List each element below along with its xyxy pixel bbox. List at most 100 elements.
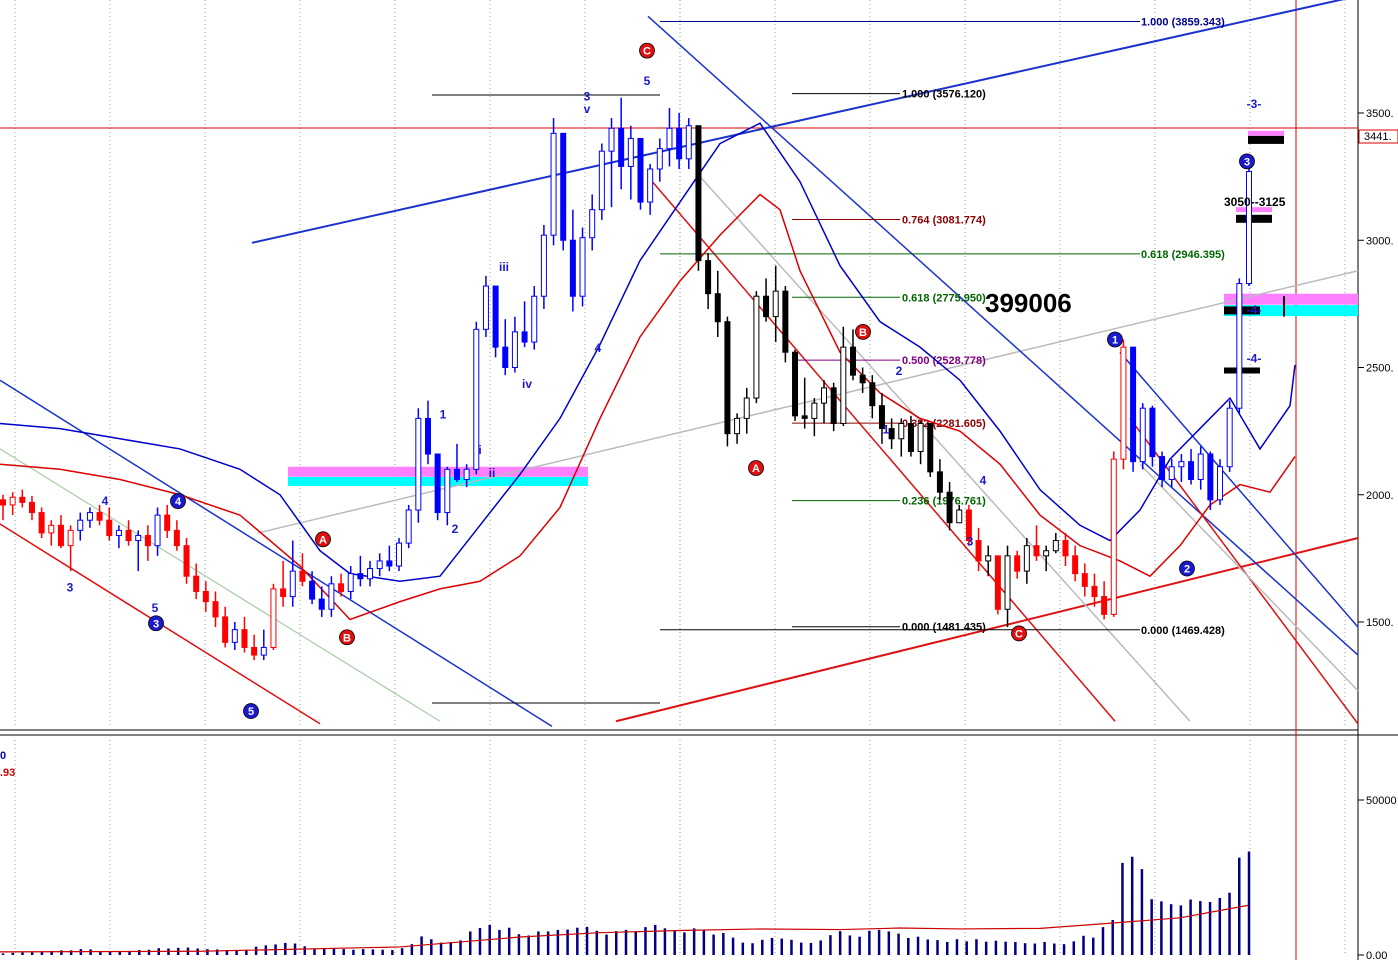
- candle: [1178, 454, 1185, 483]
- candle: [222, 606, 229, 648]
- candle: [231, 622, 238, 650]
- candle-body: [956, 509, 963, 524]
- wave-circle-text: B: [343, 632, 351, 644]
- candle-body: [96, 512, 103, 521]
- target-bar-black: [1248, 135, 1284, 144]
- candle: [125, 520, 132, 546]
- candle: [386, 545, 393, 572]
- candle: [444, 466, 451, 526]
- wave-label: -4-: [1247, 303, 1262, 317]
- candle-body: [415, 417, 422, 511]
- candle-body: [9, 496, 16, 506]
- candle-body: [705, 260, 712, 295]
- wave-circle-label: A: [315, 531, 331, 548]
- candle-body: [965, 509, 972, 542]
- candle: [173, 520, 180, 551]
- current-price-label: 3441.: [1364, 131, 1392, 143]
- wave-label: iv: [522, 377, 532, 391]
- candle-body: [231, 629, 238, 643]
- left-readout-2: .93: [0, 767, 15, 779]
- channel-line-green: [0, 448, 441, 722]
- candle-body: [830, 387, 837, 424]
- candle-body: [77, 519, 84, 531]
- candle: [589, 194, 596, 251]
- candle-body: [994, 555, 1001, 610]
- candle: [1159, 451, 1166, 488]
- fib-levels: 1.000 (3859.343) 1.000 (3576.120) 0.764 (3…: [660, 17, 1225, 637]
- candle-body: [1101, 596, 1108, 615]
- wave-circle-text: A: [319, 534, 327, 546]
- candle: [531, 286, 538, 350]
- candle-body: [482, 285, 489, 330]
- candle: [96, 504, 103, 526]
- wave-circle-text: 5: [248, 706, 254, 718]
- wave-circle-text: B: [859, 327, 867, 339]
- fib-label: 1.000 (3859.343): [1141, 17, 1225, 29]
- wave-circle-text: 4: [175, 496, 182, 508]
- candle-body: [531, 295, 538, 343]
- candle: [975, 527, 982, 572]
- candle: [318, 586, 325, 617]
- candle-body: [714, 293, 721, 323]
- price-tick-label: 1500.: [1366, 617, 1394, 629]
- wave-circle: [243, 703, 259, 719]
- wave-label: -3-: [1247, 97, 1262, 111]
- candle: [627, 125, 634, 200]
- candle-body: [878, 405, 885, 430]
- candle: [357, 555, 364, 587]
- candle-body: [1197, 453, 1204, 480]
- candle-body: [396, 542, 403, 567]
- candle: [135, 530, 142, 572]
- wave-label: 2: [896, 364, 903, 378]
- fib-label: 0.000 (1481.435): [902, 622, 986, 634]
- candle-body: [376, 560, 383, 570]
- wave-labels: 34512iiiiiiiv3v4512345-3--4--4-435ABCABC…: [67, 42, 1262, 719]
- candle-body: [811, 402, 818, 419]
- candle-body: [115, 529, 122, 536]
- candle: [193, 563, 200, 600]
- candle-body: [946, 491, 953, 524]
- candle: [376, 553, 383, 577]
- candle: [492, 285, 499, 358]
- candle: [473, 321, 480, 475]
- candle: [77, 512, 84, 541]
- candle-body: [386, 560, 393, 567]
- candle-body: [222, 616, 229, 643]
- candle: [763, 278, 770, 322]
- wave-label: ii: [489, 466, 496, 480]
- candle-body: [328, 583, 335, 610]
- candle: [280, 560, 287, 607]
- candle: [898, 418, 905, 457]
- candle-body: [0, 499, 6, 506]
- candle-body: [154, 514, 161, 547]
- candle: [878, 392, 885, 444]
- candle: [994, 555, 1001, 615]
- candle-body: [86, 512, 93, 521]
- left-readout-1: 0: [0, 750, 6, 762]
- resistance-zone-cyan: [1224, 305, 1358, 317]
- candle-body: [589, 209, 596, 239]
- candle-body: [502, 346, 509, 369]
- wave-label: i: [478, 443, 481, 457]
- candle: [1072, 545, 1079, 582]
- candle: [1188, 448, 1195, 485]
- wave-circle-text: 1: [1112, 335, 1118, 347]
- volume-moving-average: [0, 904, 1249, 953]
- channel-line-grey-down: [699, 176, 1191, 722]
- candle-body: [183, 545, 190, 577]
- price-axis: 3500. 3000. 2500. 2000. 1500. 3441. 50000 0.00: [1358, 108, 1398, 960]
- candle: [299, 553, 306, 587]
- candle: [821, 380, 828, 424]
- candle-body: [676, 127, 683, 160]
- candle: [608, 118, 615, 208]
- candle: [550, 118, 557, 246]
- candle: [1091, 573, 1098, 607]
- candle-body: [1081, 573, 1088, 587]
- candle-body: [724, 321, 731, 435]
- range-bar-black: [1236, 214, 1272, 223]
- candle: [695, 125, 702, 271]
- range-zone-magenta: [1236, 207, 1272, 213]
- candle-body: [666, 127, 673, 150]
- candle-body: [792, 351, 799, 417]
